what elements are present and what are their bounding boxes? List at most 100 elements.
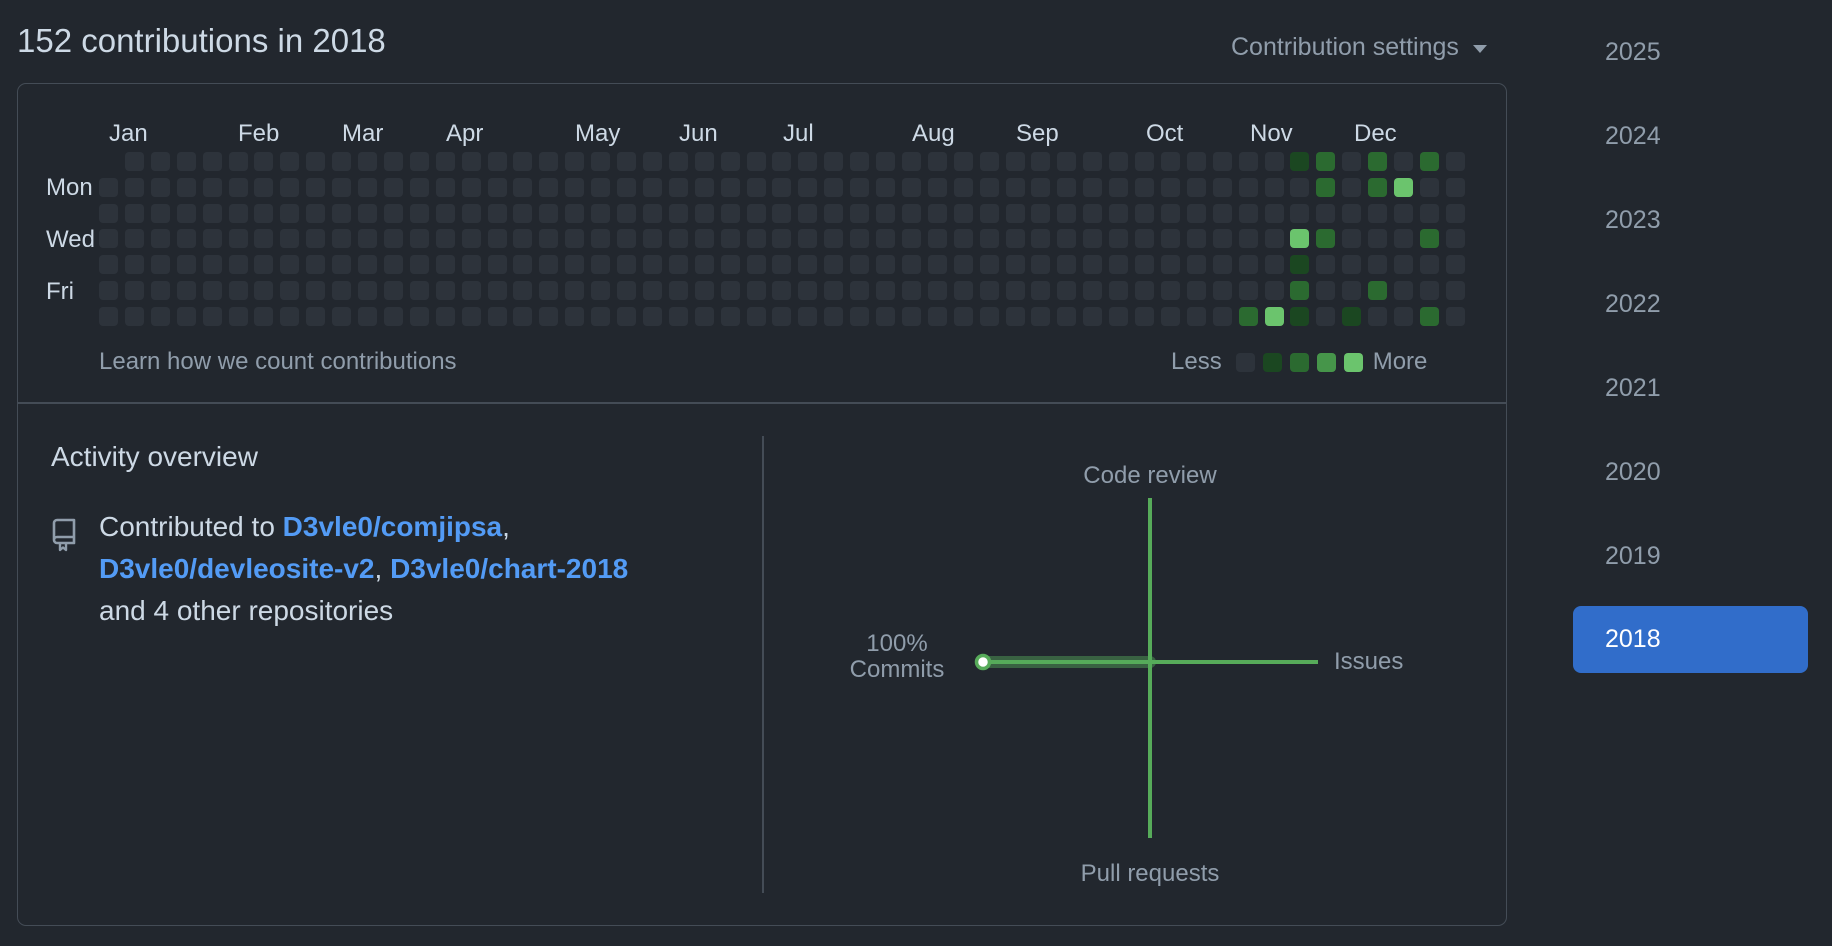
contribution-day[interactable] [642, 306, 662, 326]
contribution-day[interactable] [124, 306, 144, 326]
contribution-day[interactable] [1238, 152, 1258, 171]
contribution-day[interactable] [1135, 229, 1154, 249]
contribution-day[interactable] [1419, 229, 1439, 249]
learn-contributions-link[interactable]: Learn how we count contributions [99, 348, 457, 375]
contribution-day[interactable] [1368, 203, 1388, 223]
contribution-day[interactable] [1083, 306, 1103, 326]
contribution-day[interactable] [513, 203, 533, 223]
contribution-day[interactable] [1212, 229, 1232, 249]
contribution-day[interactable] [824, 281, 844, 300]
year-link[interactable]: 2020 [1605, 458, 1661, 486]
contribution-day[interactable] [927, 152, 947, 171]
contribution-day[interactable] [332, 229, 352, 249]
contribution-day[interactable] [358, 152, 377, 171]
repo-link[interactable]: D3vle0/comjipsa [282, 511, 503, 542]
contribution-day[interactable] [565, 177, 585, 197]
contribution-day[interactable] [953, 203, 973, 223]
contribution-day[interactable] [1342, 229, 1362, 249]
contribution-day[interactable] [1264, 177, 1284, 197]
contribution-day[interactable] [1031, 177, 1051, 197]
contribution-day[interactable] [953, 152, 973, 171]
contribution-day[interactable] [824, 229, 844, 249]
contribution-day[interactable] [746, 152, 766, 171]
contribution-day[interactable] [927, 203, 947, 223]
contribution-day[interactable] [668, 306, 688, 326]
contribution-day[interactable] [280, 281, 300, 300]
contribution-day[interactable] [642, 203, 662, 223]
contribution-day[interactable] [228, 281, 248, 300]
contribution-day[interactable] [1160, 255, 1180, 275]
contribution-day[interactable] [487, 229, 507, 249]
contribution-day[interactable] [176, 152, 196, 171]
contribution-day[interactable] [746, 306, 766, 326]
contribution-day[interactable] [772, 281, 792, 300]
contribution-day[interactable] [617, 281, 636, 300]
contribution-day[interactable] [306, 255, 326, 275]
contribution-day[interactable] [876, 229, 895, 249]
contribution-day[interactable] [1342, 177, 1362, 197]
contribution-day[interactable] [1212, 177, 1232, 197]
contribution-day[interactable] [1290, 255, 1310, 275]
contribution-day[interactable] [150, 306, 170, 326]
contribution-day[interactable] [409, 281, 429, 300]
contribution-day[interactable] [901, 177, 921, 197]
contribution-day[interactable] [901, 229, 921, 249]
contribution-day[interactable] [383, 255, 403, 275]
contribution-day[interactable] [1316, 152, 1336, 171]
contribution-day[interactable] [617, 306, 636, 326]
contribution-day[interactable] [176, 281, 196, 300]
contribution-day[interactable] [1031, 203, 1051, 223]
contribution-day[interactable] [979, 281, 999, 300]
contribution-day[interactable] [927, 281, 947, 300]
contribution-day[interactable] [1135, 152, 1154, 171]
contribution-day[interactable] [1445, 152, 1465, 171]
contribution-day[interactable] [1135, 255, 1154, 275]
year-link-selected[interactable]: 2018 [1573, 606, 1808, 673]
contribution-day[interactable] [435, 177, 455, 197]
contribution-day[interactable] [150, 281, 170, 300]
contribution-day[interactable] [850, 152, 870, 171]
contribution-day[interactable] [1005, 229, 1025, 249]
contribution-day[interactable] [1031, 306, 1051, 326]
contribution-day[interactable] [202, 152, 222, 171]
contribution-day[interactable] [591, 229, 611, 249]
contribution-day[interactable] [1083, 177, 1103, 197]
contribution-day[interactable] [850, 229, 870, 249]
contribution-day[interactable] [565, 229, 585, 249]
contribution-day[interactable] [1394, 203, 1413, 223]
contribution-day[interactable] [461, 281, 481, 300]
contribution-day[interactable] [1238, 229, 1258, 249]
contribution-day[interactable] [487, 255, 507, 275]
contribution-day[interactable] [1368, 229, 1388, 249]
contribution-day[interactable] [1290, 152, 1310, 171]
contribution-day[interactable] [461, 255, 481, 275]
contribution-day[interactable] [1057, 177, 1077, 197]
contribution-day[interactable] [668, 281, 688, 300]
contribution-day[interactable] [1368, 255, 1388, 275]
contribution-day[interactable] [383, 281, 403, 300]
contribution-day[interactable] [435, 229, 455, 249]
contribution-day[interactable] [228, 203, 248, 223]
contribution-day[interactable] [850, 255, 870, 275]
contribution-day[interactable] [1031, 229, 1051, 249]
contribution-day[interactable] [150, 203, 170, 223]
year-link[interactable]: 2021 [1605, 374, 1661, 402]
contribution-day[interactable] [332, 152, 352, 171]
contribution-day[interactable] [876, 203, 895, 223]
contribution-day[interactable] [1419, 203, 1439, 223]
contribution-day[interactable] [1394, 255, 1413, 275]
contribution-day[interactable] [539, 306, 559, 326]
contribution-day[interactable] [254, 281, 274, 300]
contribution-day[interactable] [1109, 229, 1129, 249]
contribution-day[interactable] [513, 229, 533, 249]
contribution-day[interactable] [565, 203, 585, 223]
contribution-day[interactable] [1394, 281, 1413, 300]
contribution-day[interactable] [901, 152, 921, 171]
contribution-day[interactable] [1109, 203, 1129, 223]
contribution-day[interactable] [461, 177, 481, 197]
contribution-day[interactable] [513, 281, 533, 300]
contribution-day[interactable] [1186, 229, 1206, 249]
contribution-day[interactable] [876, 255, 895, 275]
contribution-day[interactable] [150, 229, 170, 249]
contribution-day[interactable] [409, 255, 429, 275]
